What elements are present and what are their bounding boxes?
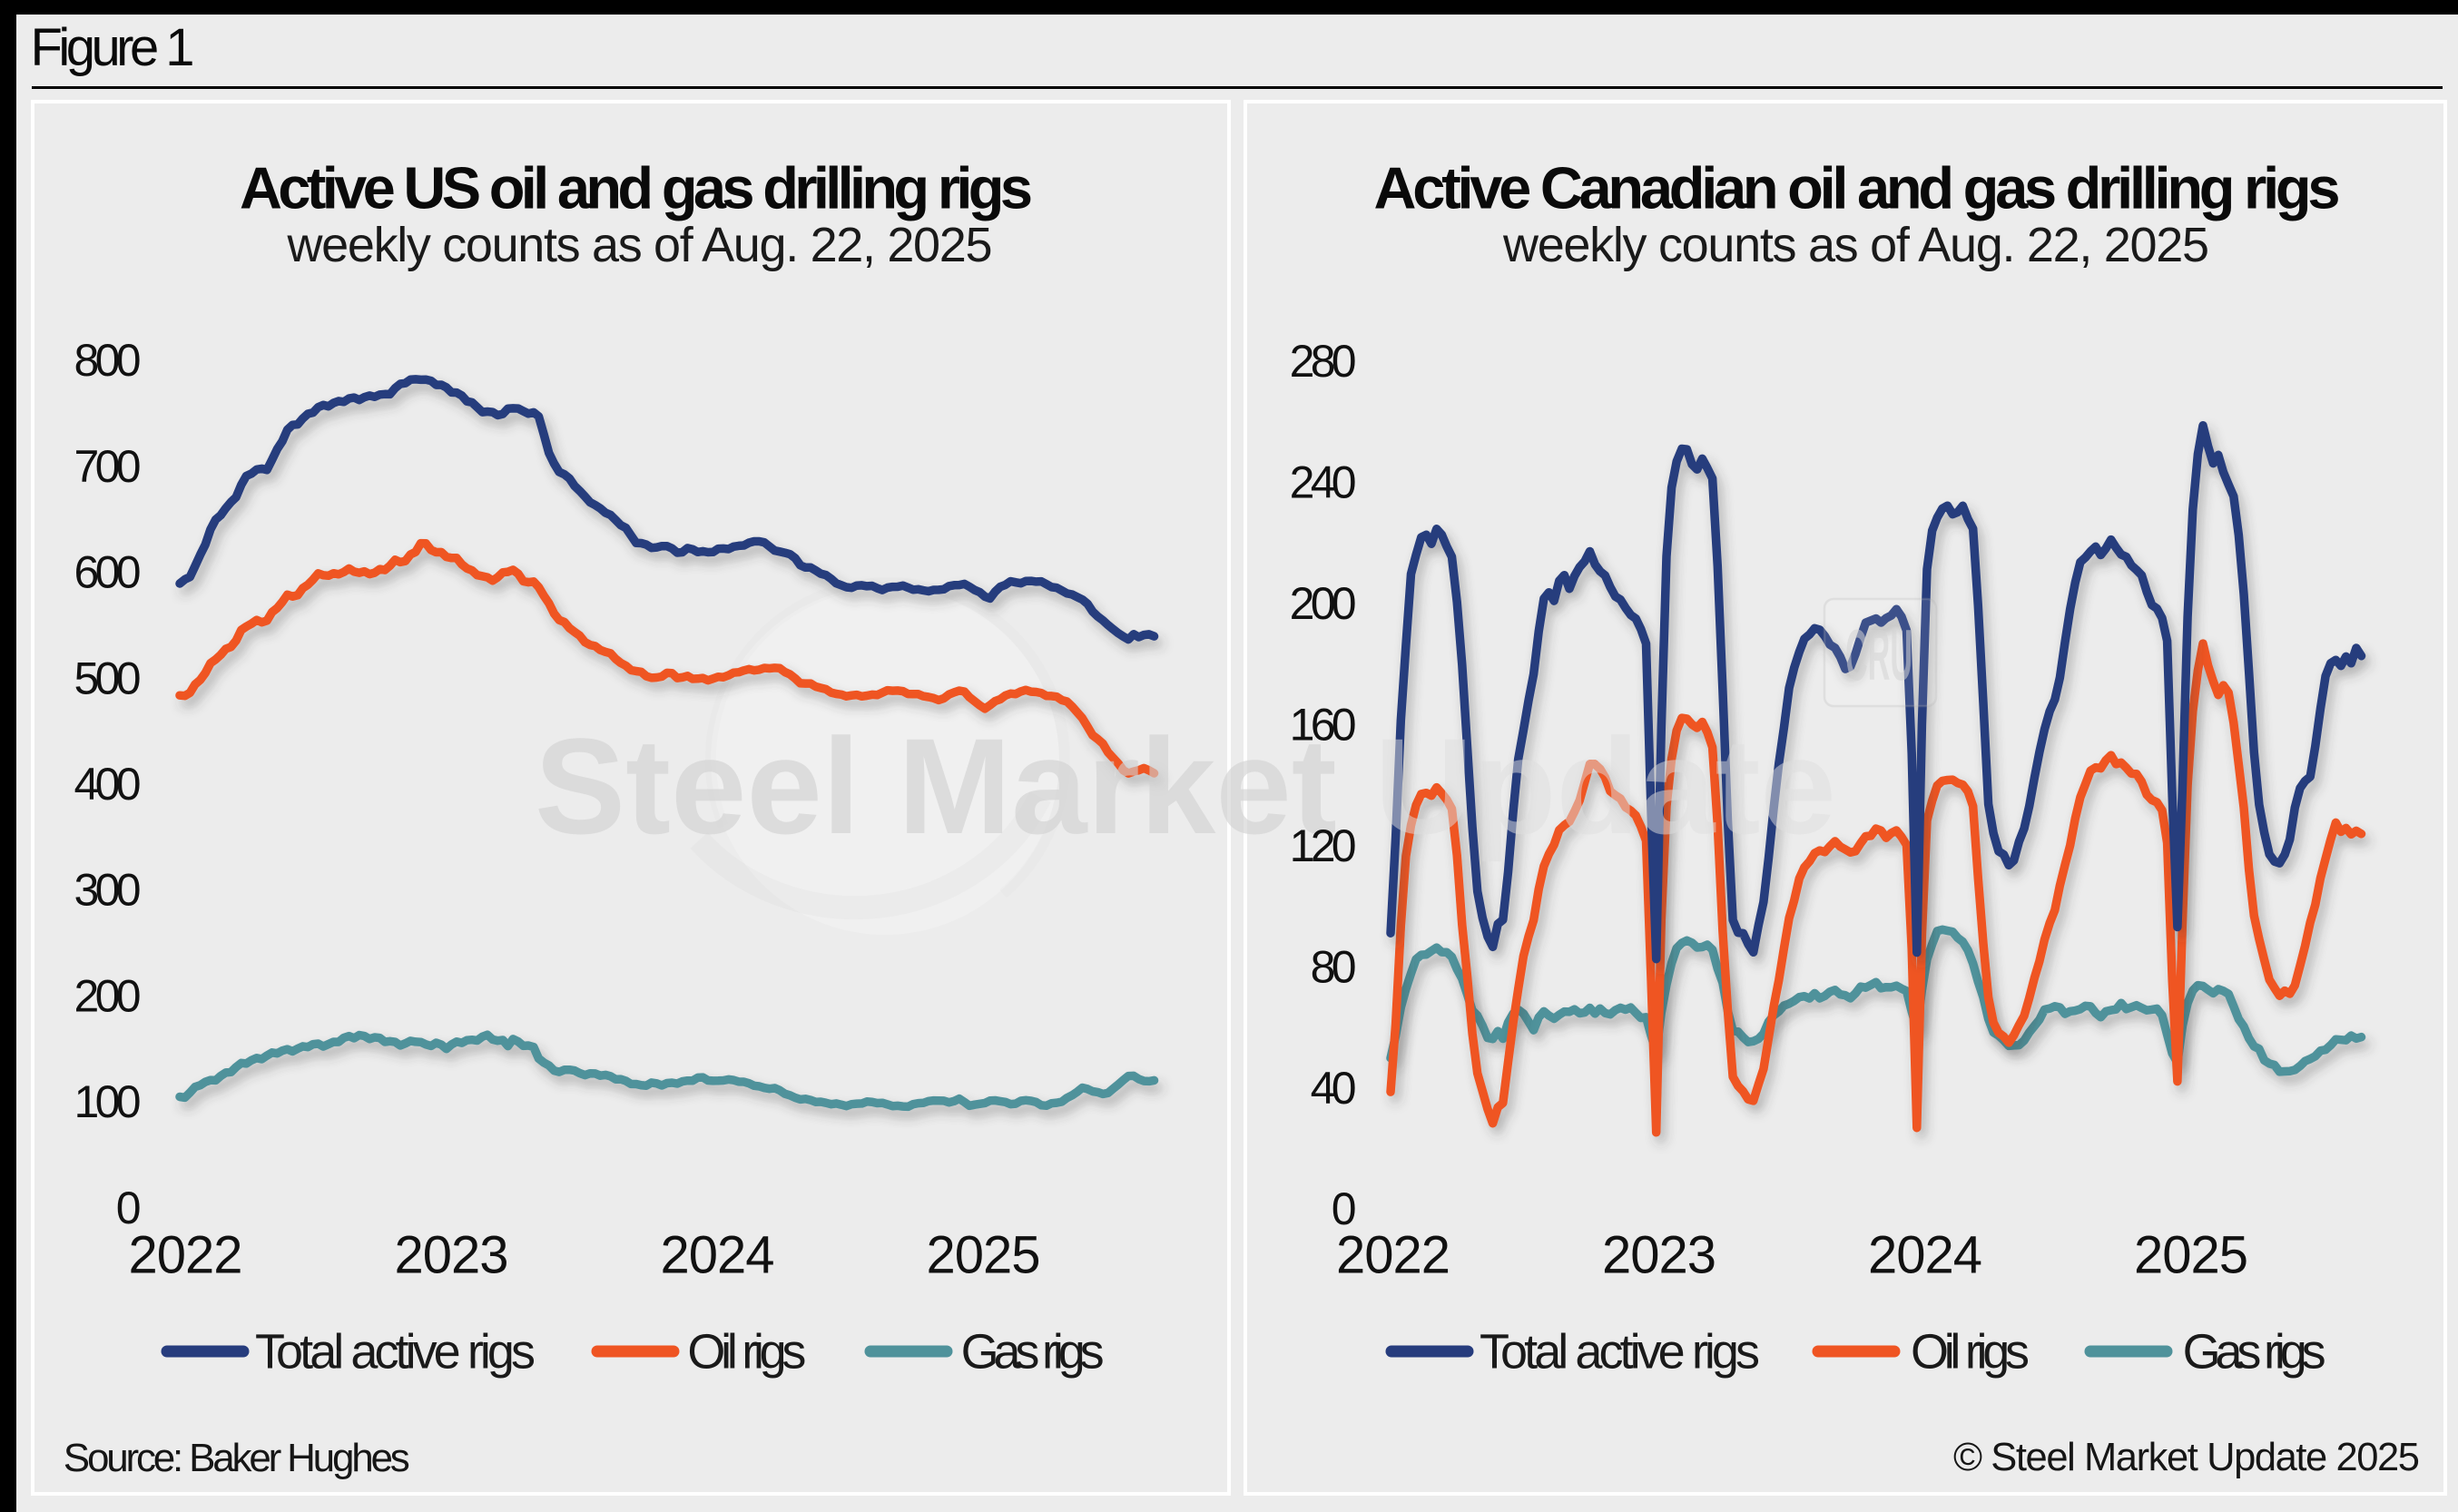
svg-text:2023: 2023 [395, 1226, 509, 1285]
svg-text:0: 0 [116, 1183, 142, 1233]
svg-text:80: 80 [1311, 941, 1357, 992]
svg-text:160: 160 [1290, 699, 1357, 750]
svg-text:Total active rigs: Total active rigs [255, 1325, 536, 1379]
svg-text:300: 300 [74, 865, 142, 916]
svg-text:400: 400 [74, 759, 142, 810]
svg-text:240: 240 [1290, 457, 1357, 508]
svg-text:Gas rigs: Gas rigs [2183, 1325, 2326, 1379]
svg-text:Gas rigs: Gas rigs [961, 1325, 1105, 1379]
svg-text:500: 500 [74, 653, 142, 703]
svg-text:Oil rigs: Oil rigs [687, 1325, 806, 1379]
svg-text:weekly counts as of Aug. 22, 2: weekly counts as of Aug. 22, 2025 [287, 218, 993, 272]
svg-text:280: 280 [1290, 336, 1357, 387]
svg-text:CRU: CRU [1845, 614, 1912, 695]
svg-text:800: 800 [74, 335, 142, 386]
svg-text:200: 200 [74, 970, 142, 1021]
svg-text:Total active rigs: Total active rigs [1480, 1325, 1760, 1379]
svg-text:40: 40 [1311, 1063, 1357, 1114]
svg-text:2025: 2025 [2134, 1226, 2248, 1285]
svg-text:Steel Market Update: Steel Market Update [535, 710, 1836, 862]
svg-text:Figure 1: Figure 1 [31, 18, 195, 77]
svg-text:Oil rigs: Oil rigs [1911, 1325, 2030, 1379]
svg-text:200: 200 [1290, 578, 1357, 629]
svg-text:100: 100 [74, 1076, 142, 1127]
svg-text:2024: 2024 [1868, 1226, 1982, 1285]
svg-text:2023: 2023 [1602, 1226, 1716, 1285]
svg-text:© Steel Market Update 2025: © Steel Market Update 2025 [1953, 1436, 2420, 1479]
svg-text:120: 120 [1290, 820, 1357, 871]
svg-text:Active Canadian oil and gas dr: Active Canadian oil and gas drilling rig… [1374, 154, 2341, 221]
svg-text:2022: 2022 [1336, 1226, 1450, 1285]
svg-text:2022: 2022 [129, 1226, 243, 1285]
svg-text:Active US oil and gas drilling: Active US oil and gas drilling rigs [240, 154, 1033, 221]
svg-text:700: 700 [74, 441, 142, 492]
svg-text:2025: 2025 [927, 1226, 1041, 1285]
svg-text:0: 0 [1332, 1183, 1357, 1234]
svg-text:600: 600 [74, 547, 142, 598]
svg-text:weekly counts as of Aug. 22, 2: weekly counts as of Aug. 22, 2025 [1502, 218, 2209, 272]
svg-text:2024: 2024 [661, 1226, 775, 1285]
svg-text:Source: Baker Hughes: Source: Baker Hughes [64, 1436, 410, 1480]
